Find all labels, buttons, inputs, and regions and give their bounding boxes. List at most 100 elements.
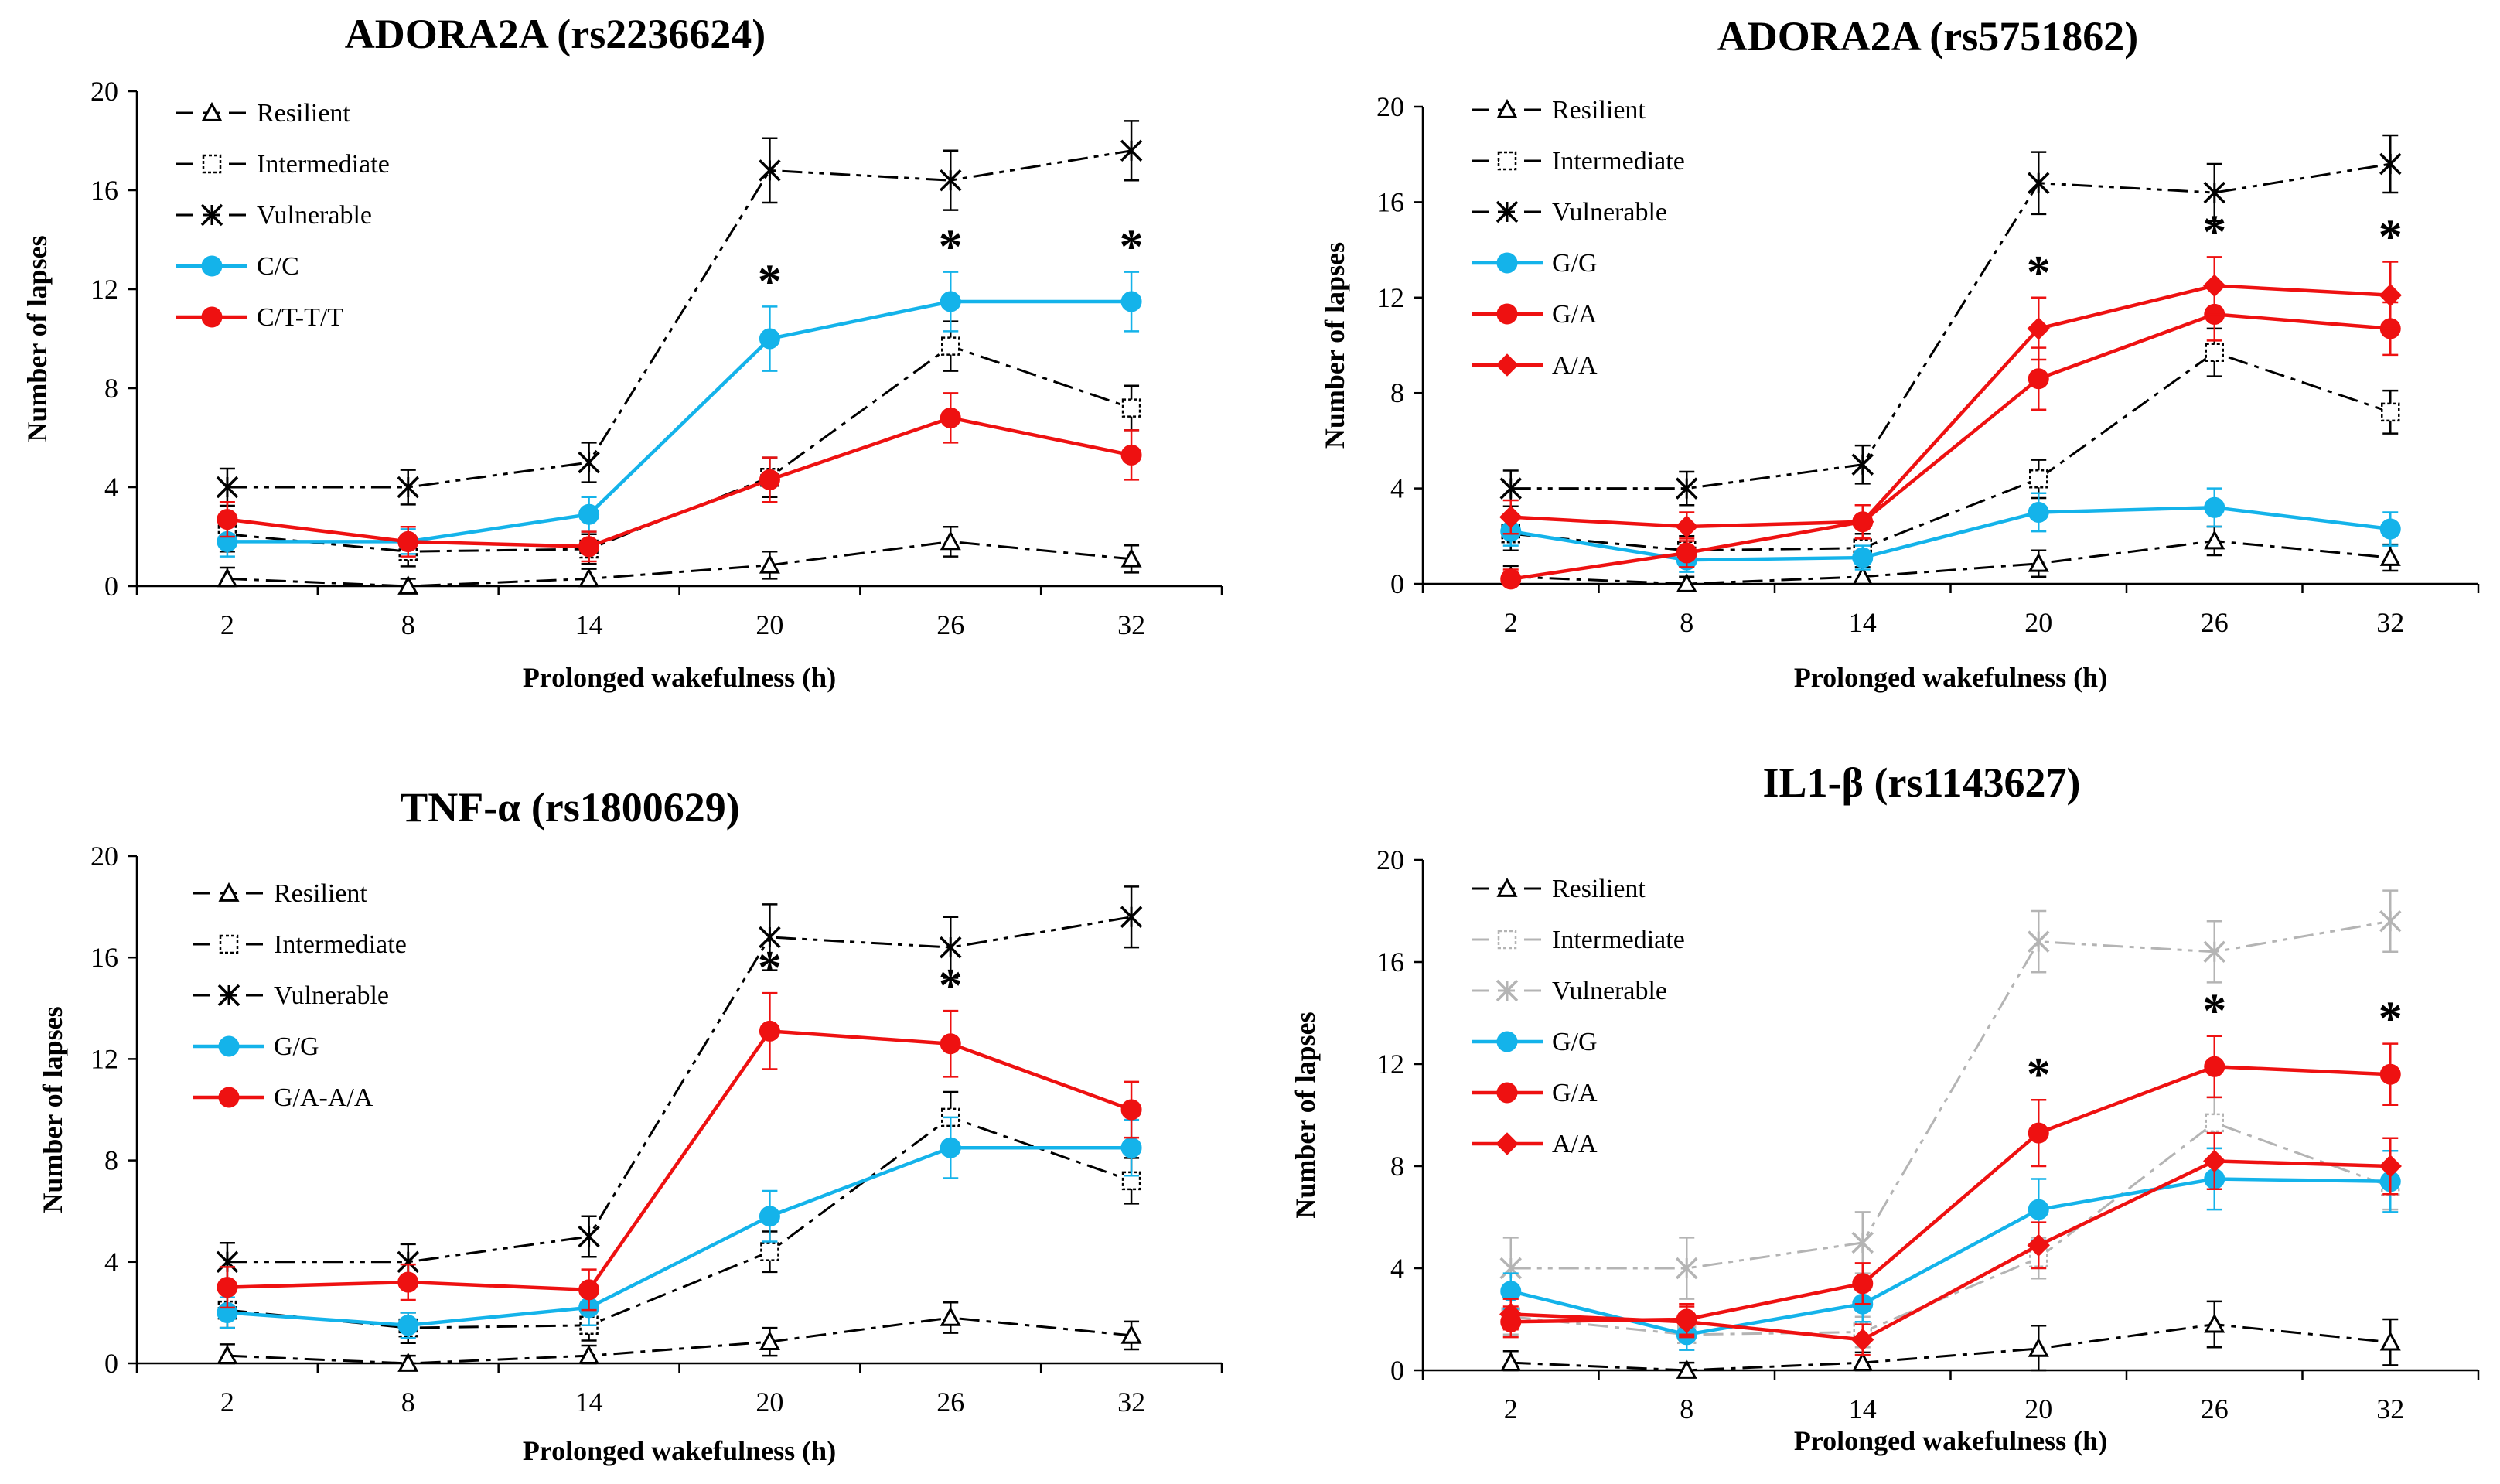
series-resilient xyxy=(217,1301,1142,1372)
series-line xyxy=(227,416,1132,549)
y-tick-label: 16 xyxy=(1376,947,1404,977)
significance-star: * xyxy=(2027,247,2051,299)
x-tick-label: 8 xyxy=(1680,607,1693,638)
legend-item: G/A xyxy=(1472,1079,1598,1107)
x-tick-label: 2 xyxy=(220,609,234,640)
data-point-marker xyxy=(2203,181,2225,204)
significance-star: * xyxy=(758,942,782,994)
data-point-marker xyxy=(1120,291,1142,312)
x-tick-label: 14 xyxy=(575,609,603,640)
legend-label: Intermediate xyxy=(274,930,407,959)
data-point-marker xyxy=(2204,1056,2225,1077)
data-point-marker xyxy=(578,451,600,474)
series-intermediate xyxy=(217,1090,1141,1345)
series-line xyxy=(1510,1159,2391,1342)
x-tick-label: 8 xyxy=(1680,1394,1693,1424)
series-g-a xyxy=(1500,287,2401,590)
series-intermediate xyxy=(1501,1096,2400,1351)
y-tick-label: 8 xyxy=(104,373,118,404)
legend-item: Vulnerable xyxy=(176,201,372,230)
series-a-a xyxy=(1499,256,2402,542)
series-line xyxy=(1510,1065,2391,1324)
x-tick-label: 20 xyxy=(755,1387,783,1417)
series-resilient xyxy=(217,525,1142,595)
legend-marker-swatch xyxy=(219,934,239,954)
legend-item: Intermediate xyxy=(1472,147,1685,176)
series-line xyxy=(227,299,1132,544)
y-tick-label: 8 xyxy=(104,1145,118,1176)
data-point-marker xyxy=(217,1277,238,1298)
data-point-marker xyxy=(2205,1113,2224,1133)
chart-title: TNF-α (rs1800629) xyxy=(400,784,740,831)
data-point-marker xyxy=(578,1279,600,1301)
x-tick-label: 20 xyxy=(2024,1394,2052,1424)
data-point-marker xyxy=(2204,530,2225,550)
data-point-marker xyxy=(759,1020,780,1042)
data-point-marker xyxy=(2028,501,2049,523)
data-point-marker xyxy=(2203,1149,2226,1173)
data-point-marker xyxy=(759,554,780,574)
y-tick-label: 20 xyxy=(1376,844,1404,875)
data-point-marker xyxy=(1676,572,1697,592)
data-point-marker xyxy=(759,926,781,949)
series-line xyxy=(1510,506,2391,562)
legend-marker-swatch xyxy=(1496,877,1518,897)
x-tick-label: 20 xyxy=(755,609,783,640)
data-point-marker xyxy=(2204,496,2225,518)
data-point-marker xyxy=(2028,930,2050,953)
series-line xyxy=(227,344,1132,553)
chart-title: IL1-β (rs1143627) xyxy=(1763,759,2081,806)
y-tick-label: 20 xyxy=(90,841,118,872)
y-tick-label: 12 xyxy=(1376,1049,1404,1080)
data-point-marker xyxy=(1121,398,1141,418)
data-point-marker xyxy=(1120,906,1143,928)
legend-label: Vulnerable xyxy=(1552,977,1667,1005)
series-g-g xyxy=(1500,1147,2401,1351)
data-point-marker xyxy=(217,509,238,530)
legend-label: Resilient xyxy=(274,879,367,908)
legend-item: Intermediate xyxy=(193,930,407,959)
x-tick-label: 2 xyxy=(1504,607,1518,638)
x-tick-label: 14 xyxy=(1849,1394,1877,1424)
data-point-marker xyxy=(1499,505,1523,529)
data-point-marker xyxy=(1852,1351,1874,1371)
data-point-marker xyxy=(1500,1351,1522,1371)
data-point-marker xyxy=(1120,139,1143,162)
x-tick-label: 2 xyxy=(220,1387,234,1417)
chart-title: ADORA2A (rs5751862) xyxy=(1717,13,2138,60)
data-point-marker xyxy=(216,476,239,499)
series-line xyxy=(227,916,1132,1264)
legend-label: Intermediate xyxy=(1552,147,1685,176)
series-intermediate xyxy=(217,320,1141,568)
data-point-marker xyxy=(1851,510,1874,534)
legend-label: C/C xyxy=(257,252,299,281)
data-point-marker xyxy=(1120,1099,1142,1121)
legend-item: G/G xyxy=(1472,249,1598,278)
legend-marker-swatch xyxy=(1496,1082,1518,1104)
series-line xyxy=(227,540,1132,588)
series-vulnerable xyxy=(216,120,1143,507)
data-point-marker xyxy=(1120,1324,1142,1344)
data-point-marker xyxy=(2379,152,2402,176)
significance-star: * xyxy=(939,960,963,1012)
y-tick-label: 12 xyxy=(90,274,118,305)
legend-marker-swatch xyxy=(218,1035,240,1057)
data-point-marker xyxy=(2379,909,2402,933)
data-point-marker xyxy=(2028,1199,2049,1220)
y-tick-label: 4 xyxy=(104,1247,118,1278)
legend-marker-swatch xyxy=(1496,979,1519,1002)
legend-item: G/A xyxy=(1472,300,1598,329)
chart-panel-3: TNF-α (rs1800629) 0 4 8 12 16 20 2 8 14 20 26 32 Prol… xyxy=(37,784,1223,1466)
x-tick-label: 26 xyxy=(2201,1394,2229,1424)
legend: Resilient Intermediate Vulnerable G/G G/A-A/… xyxy=(193,879,407,1112)
series-line xyxy=(1510,919,2391,1270)
data-point-marker xyxy=(2028,1122,2049,1144)
legend-label: G/G xyxy=(1552,249,1598,278)
series-line xyxy=(227,1029,1132,1292)
legend-item: Vulnerable xyxy=(1472,198,1667,227)
significance-star: * xyxy=(2379,993,2403,1046)
significance-star: * xyxy=(2202,985,2226,1038)
legend-marker-swatch xyxy=(1496,303,1518,325)
legend-marker-swatch xyxy=(1496,252,1518,274)
